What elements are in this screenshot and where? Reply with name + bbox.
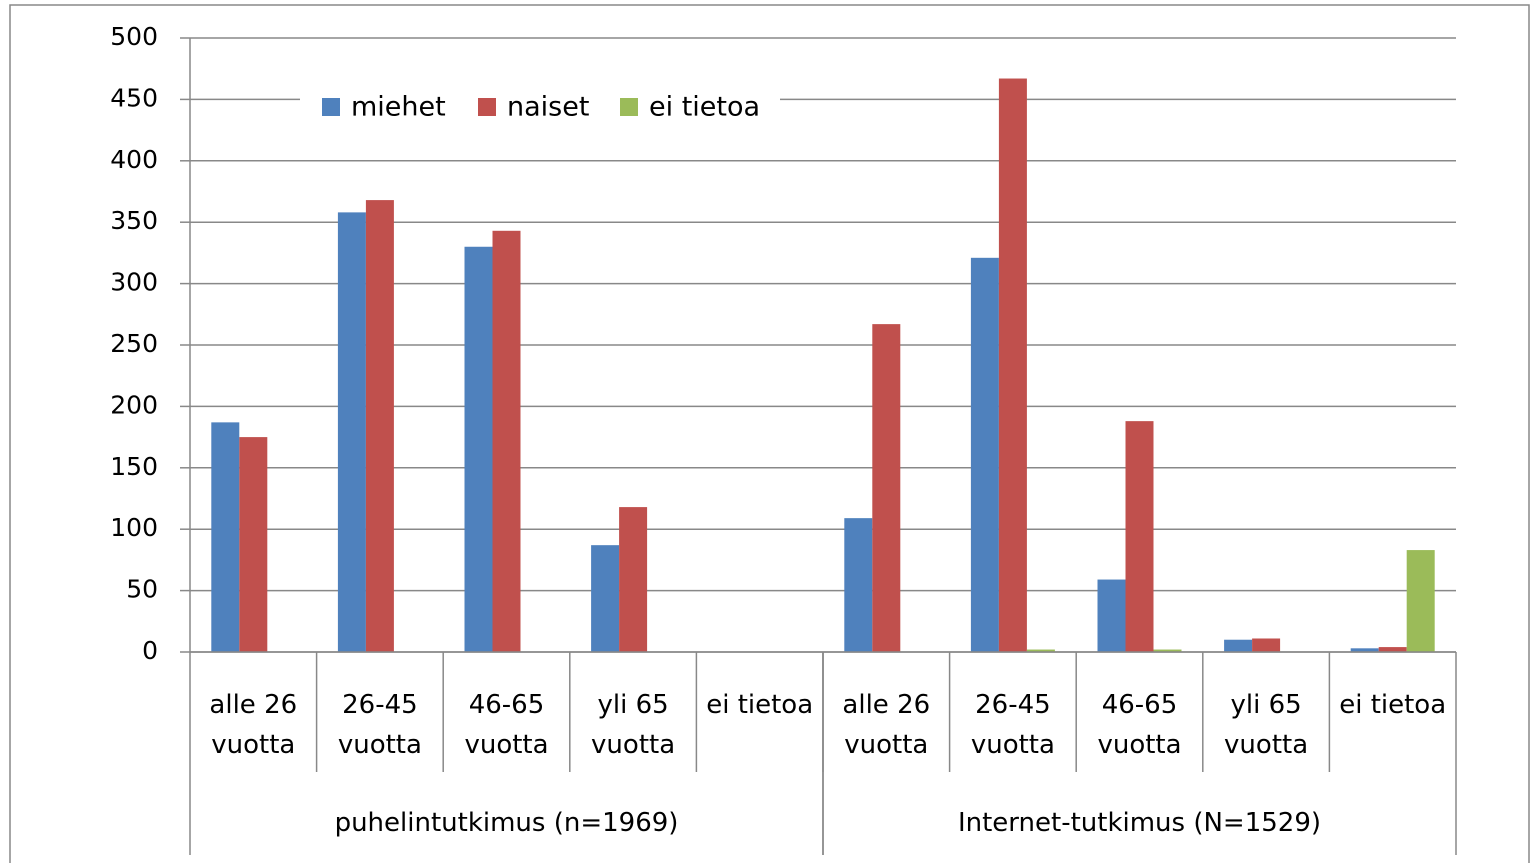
y-tick-label: 350 [110,206,158,235]
bar [619,507,648,652]
x-tick-label: alle 26 vuotta [842,690,931,760]
x-tick-label: ei tietoa [706,690,814,720]
legend-swatch [322,98,340,116]
bar [1026,649,1055,652]
bar [1350,648,1379,652]
x-tick-label: alle 26 vuotta [209,690,298,760]
group-label: puhelintutkimus (n=1969) [334,808,679,838]
y-tick-label: 0 [142,636,158,665]
bar [365,200,394,652]
bar [970,257,999,652]
chart-border [9,4,1530,863]
bar [1097,579,1126,652]
bar [1378,647,1407,652]
bar [872,324,901,652]
group-label: Internet-tutkimus (N=1529) [957,808,1322,838]
legend-swatch [478,98,496,116]
x-tick-label: 46-65 vuotta [1097,690,1182,760]
legend-label: naiset [507,92,589,123]
x-tick-label: 26-45 vuotta [970,690,1055,760]
bar [844,518,873,652]
bar [998,78,1027,653]
y-tick-label: 400 [110,145,158,174]
legend-background [300,85,780,129]
bar [1224,639,1253,652]
y-tick-label: 200 [110,390,158,419]
bar [337,212,366,652]
y-tick-label: 50 [126,575,158,604]
bar [464,246,493,652]
y-tick-label: 500 [110,22,158,51]
bar [492,230,521,652]
bar [1153,649,1182,652]
y-tick-label: 450 [110,83,158,112]
bar [1125,421,1154,652]
bar [211,422,240,652]
bar [239,437,268,652]
bar [1406,550,1435,652]
y-tick-label: 100 [110,513,158,542]
x-tick-label: yli 65 vuotta [1224,690,1309,760]
x-tick-label: yli 65 vuotta [591,690,676,760]
y-tick-label: 300 [110,268,158,297]
x-tick-label: 46-65 vuotta [464,690,549,760]
legend-label: ei tietoa [649,92,760,123]
legend-label: miehet [351,92,446,123]
y-tick-label: 150 [110,452,158,481]
x-tick-label: 26-45 vuotta [337,690,422,760]
x-tick-label: ei tietoa [1339,690,1447,720]
bar [1252,638,1281,652]
legend-swatch [620,98,638,116]
y-tick-label: 250 [110,329,158,358]
bar [591,545,620,652]
